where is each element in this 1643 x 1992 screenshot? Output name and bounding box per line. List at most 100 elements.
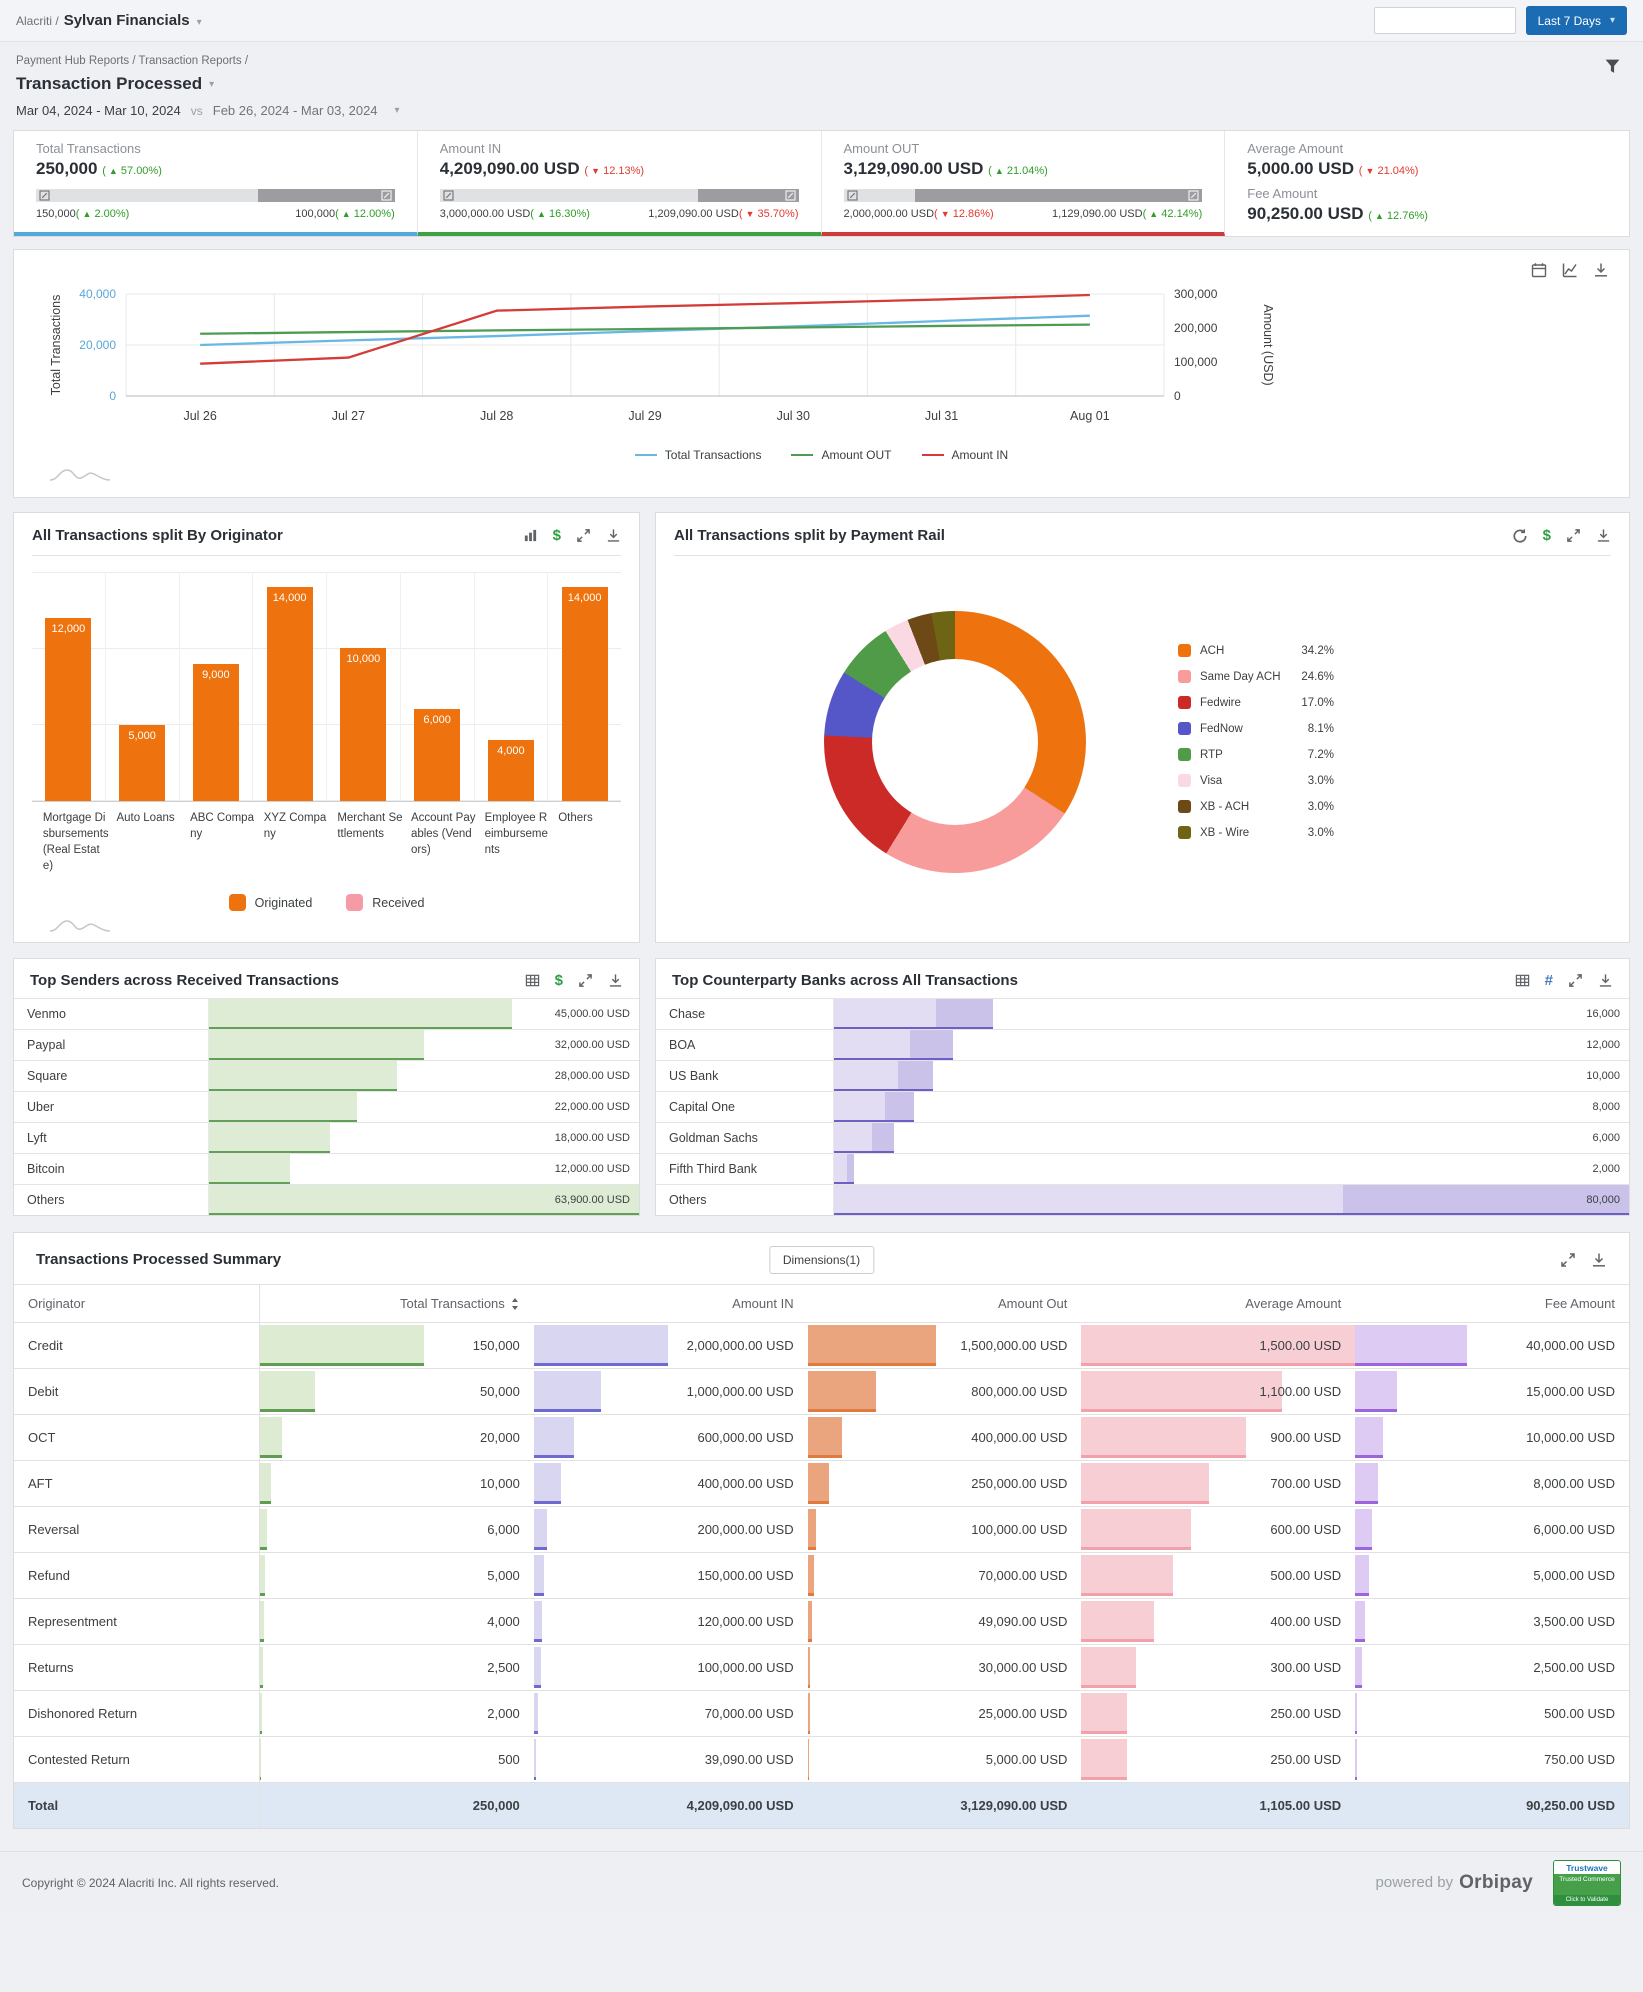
refresh-icon[interactable] — [1512, 528, 1528, 544]
column-header-average-amount[interactable]: Average Amount — [1245, 1296, 1342, 1312]
currency-toggle-icon[interactable]: $ — [1542, 527, 1551, 544]
dimensions-button[interactable]: Dimensions(1) — [768, 1245, 875, 1274]
table-row-square[interactable]: Square 28,000.00 USD — [14, 1060, 639, 1092]
chevron-down-icon[interactable]: ▾ — [196, 17, 202, 28]
sort-icon[interactable] — [510, 1297, 520, 1311]
expand-icon[interactable] — [578, 973, 593, 988]
row-bar[interactable] — [834, 999, 993, 1030]
row-bar[interactable] — [834, 1123, 894, 1154]
filter-icon[interactable] — [1604, 58, 1621, 75]
row-bar[interactable] — [209, 999, 512, 1030]
bar-abc-company[interactable]: 9,000 — [192, 663, 239, 801]
download-icon[interactable] — [1598, 973, 1613, 988]
compare-handle-icon[interactable] — [1188, 190, 1199, 201]
row-bar[interactable] — [834, 1092, 914, 1123]
compare-handle-icon[interactable] — [39, 190, 50, 201]
table-row-others[interactable]: Others 63,900.00 USD — [14, 1184, 639, 1216]
row-bar[interactable] — [209, 1123, 331, 1154]
brand[interactable]: Alacriti / Sylvan Financials ▾ — [16, 12, 202, 29]
table-row-debit[interactable]: Debit 50,000 1,000,000.00 USD 800,000.00… — [14, 1368, 1629, 1415]
table-row-oct[interactable]: OCT 20,000 600,000.00 USD 400,000.00 USD… — [14, 1414, 1629, 1461]
expand-icon[interactable] — [1568, 973, 1583, 988]
column-header-amount-out[interactable]: Amount Out — [998, 1296, 1068, 1312]
rail-legend-item-fednow[interactable]: FedNow 8.1% — [1178, 716, 1334, 742]
table-row-credit[interactable]: Credit 150,000 2,000,000.00 USD 1,500,00… — [14, 1322, 1629, 1369]
table-row-fifth-third-bank[interactable]: Fifth Third Bank 2,000 — [656, 1153, 1629, 1185]
table-row-returns[interactable]: Returns 2,500 100,000.00 USD 30,000.00 U… — [14, 1644, 1629, 1691]
bar-xyz-company[interactable]: 14,000 — [266, 587, 313, 801]
legend-item-originated[interactable]: Originated — [228, 894, 312, 912]
legend-item-amount-out[interactable]: Amount OUT — [791, 448, 892, 462]
column-header-total-transactions[interactable]: Total Transactions — [260, 1285, 534, 1322]
bar-mortgage-disbursements-real-estate-[interactable]: 12,000 — [45, 617, 92, 801]
currency-toggle-icon[interactable]: $ — [552, 527, 561, 544]
table-row-dishonored-return[interactable]: Dishonored Return 2,000 70,000.00 USD 25… — [14, 1690, 1629, 1737]
bar-employee-reimbursements[interactable]: 4,000 — [487, 739, 534, 801]
compare-handle-icon[interactable] — [784, 190, 796, 201]
trend-line-chart[interactable]: 0 20,000 40,000 0 100,000 200,000 300,000 Jul 2… — [14, 284, 1629, 444]
table-icon[interactable] — [525, 973, 540, 988]
row-bar[interactable] — [834, 1154, 854, 1185]
legend-item-received[interactable]: Received — [346, 894, 424, 912]
table-row-representment[interactable]: Representment 4,000 120,000.00 USD 49,09… — [14, 1598, 1629, 1645]
bar-others[interactable]: 14,000 — [561, 587, 608, 801]
rail-legend-item-ach[interactable]: ACH 34.2% — [1178, 638, 1334, 664]
row-bar[interactable] — [834, 1185, 1629, 1216]
row-bar[interactable] — [209, 1092, 358, 1123]
trustwave-badge[interactable]: Trustwave Trusted Commerce Click to Vali… — [1553, 1859, 1621, 1906]
row-bar[interactable] — [834, 1030, 954, 1061]
table-row-refund[interactable]: Refund 5,000 150,000.00 USD 70,000.00 US… — [14, 1552, 1629, 1599]
column-header-originator[interactable]: Originator — [14, 1285, 260, 1323]
table-row-venmo[interactable]: Venmo 45,000.00 USD — [14, 998, 639, 1030]
table-row-goldman-sachs[interactable]: Goldman Sachs 6,000 — [656, 1122, 1629, 1154]
table-row-uber[interactable]: Uber 22,000.00 USD — [14, 1091, 639, 1123]
table-row-lyft[interactable]: Lyft 18,000.00 USD — [14, 1122, 639, 1154]
chevron-down-icon[interactable]: ▾ — [209, 78, 215, 90]
table-row-bitcoin[interactable]: Bitcoin 12,000.00 USD — [14, 1153, 639, 1185]
rail-legend-item-rtp[interactable]: RTP 7.2% — [1178, 742, 1334, 768]
rail-legend-item-fedwire[interactable]: Fedwire 17.0% — [1178, 690, 1334, 716]
column-header-fee-amount[interactable]: Fee Amount — [1544, 1296, 1615, 1312]
rail-legend-item-same-day-ach[interactable]: Same Day ACH 24.6% — [1178, 664, 1334, 690]
rail-legend-item-visa[interactable]: Visa 3.0% — [1178, 768, 1334, 794]
download-icon[interactable] — [1596, 528, 1611, 543]
row-bar[interactable] — [209, 1154, 290, 1185]
count-toggle-icon[interactable]: # — [1544, 972, 1553, 990]
download-icon[interactable] — [1591, 1252, 1607, 1268]
kpi-compare-track[interactable] — [439, 189, 799, 202]
download-icon[interactable] — [608, 973, 623, 988]
compare-handle-icon[interactable] — [846, 190, 858, 201]
search-input[interactable] — [1373, 7, 1516, 34]
download-icon[interactable] — [1593, 262, 1609, 278]
row-bar[interactable] — [209, 1030, 425, 1061]
row-bar[interactable] — [834, 1061, 934, 1092]
compare-handle-icon[interactable] — [443, 190, 454, 201]
bar-auto-loans[interactable]: 5,000 — [119, 724, 166, 801]
bar-merchant-settlements[interactable]: 10,000 — [340, 648, 387, 801]
compare-handle-icon[interactable] — [381, 190, 392, 201]
bar-chart-icon[interactable] — [523, 528, 538, 543]
range-brush-icon[interactable] — [48, 917, 112, 933]
table-icon[interactable] — [1515, 973, 1530, 988]
expand-icon[interactable] — [1560, 1252, 1576, 1268]
expand-icon[interactable] — [1566, 528, 1581, 543]
column-header-amount-in[interactable]: Amount IN — [732, 1296, 794, 1312]
kpi-compare-track[interactable] — [843, 189, 1203, 202]
table-row-contested-return[interactable]: Contested Return 500 39,090.00 USD 5,000… — [14, 1736, 1629, 1783]
table-row-capital-one[interactable]: Capital One 8,000 — [656, 1091, 1629, 1123]
bar-account-payables-vendors-[interactable]: 6,000 — [414, 709, 461, 801]
rail-legend-item-xb-wire[interactable]: XB - Wire 3.0% — [1178, 820, 1334, 846]
table-row-aft[interactable]: AFT 10,000 400,000.00 USD 250,000.00 USD… — [14, 1460, 1629, 1507]
payment-rail-donut[interactable] — [824, 610, 1086, 873]
table-row-boa[interactable]: BOA 12,000 — [656, 1029, 1629, 1061]
expand-icon[interactable] — [576, 528, 591, 543]
legend-item-amount-in[interactable]: Amount IN — [921, 448, 1008, 462]
chart-type-icon[interactable] — [1562, 262, 1578, 278]
chevron-down-icon[interactable]: ▾ — [394, 105, 400, 116]
download-icon[interactable] — [606, 528, 621, 543]
date-range-button[interactable]: Last 7 Days ▾ — [1525, 6, 1627, 35]
table-row-us-bank[interactable]: US Bank 10,000 — [656, 1060, 1629, 1092]
rail-legend-item-xb-ach[interactable]: XB - ACH 3.0% — [1178, 794, 1334, 820]
calendar-icon[interactable] — [1531, 262, 1547, 278]
row-bar[interactable] — [209, 1061, 398, 1092]
